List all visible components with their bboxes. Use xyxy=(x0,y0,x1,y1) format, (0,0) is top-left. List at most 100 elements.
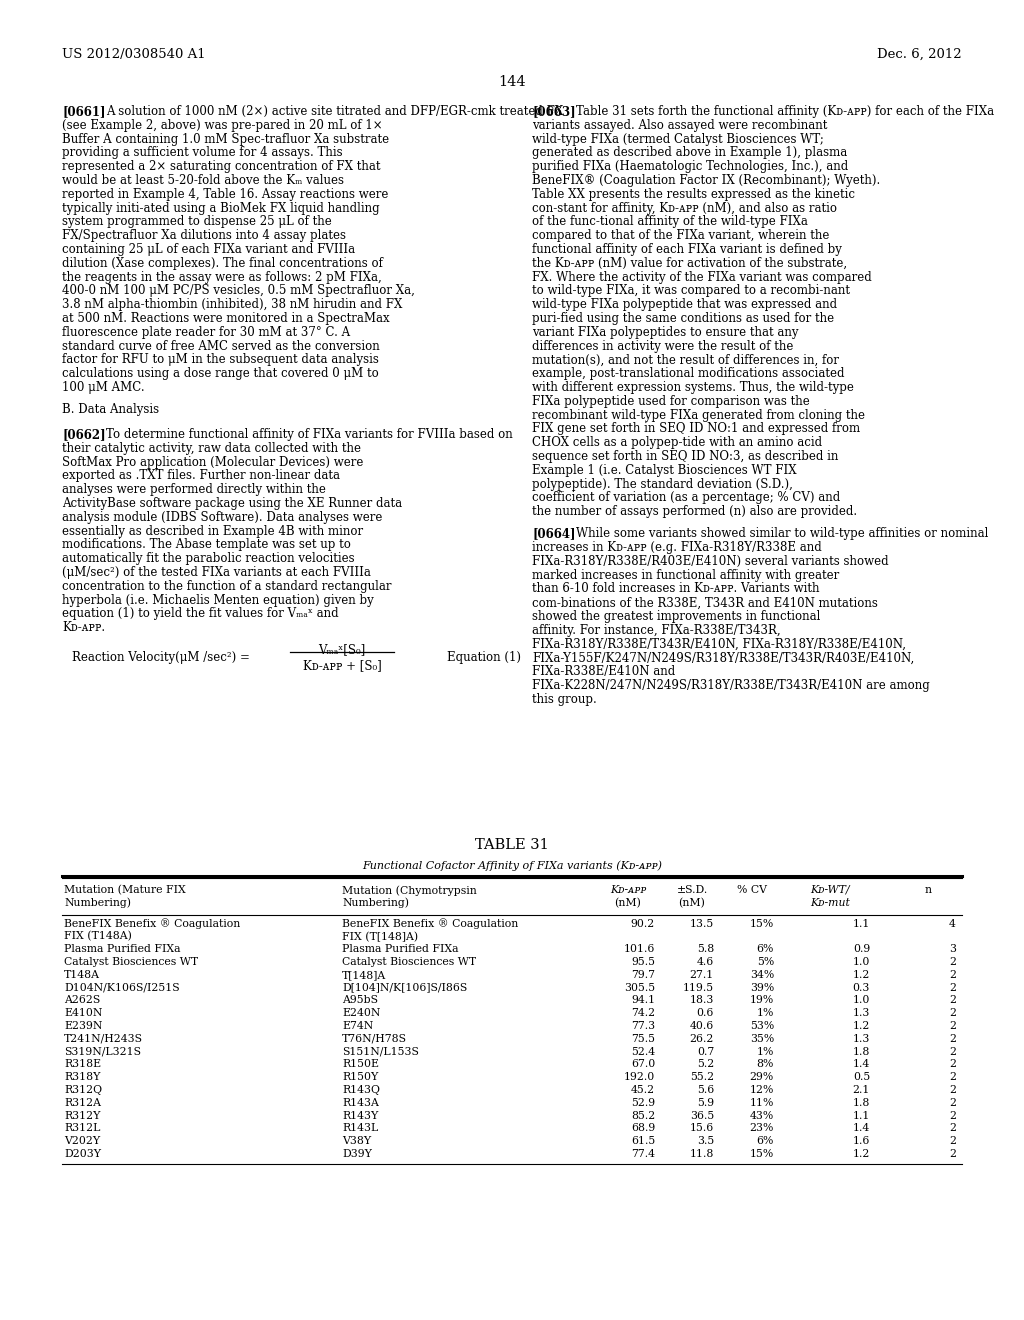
Text: concentration to the function of a standard rectangular: concentration to the function of a stand… xyxy=(62,579,391,593)
Text: TABLE 31: TABLE 31 xyxy=(475,838,549,851)
Text: Kᴅ-ᴀᴘᴘ + [S₀]: Kᴅ-ᴀᴘᴘ + [S₀] xyxy=(303,660,381,672)
Text: 2: 2 xyxy=(949,1072,956,1082)
Text: 1.4: 1.4 xyxy=(853,1123,870,1134)
Text: 52.4: 52.4 xyxy=(631,1047,655,1056)
Text: 144: 144 xyxy=(499,75,525,88)
Text: recombinant wild-type FIXa generated from cloning the: recombinant wild-type FIXa generated fro… xyxy=(532,409,865,421)
Text: 68.9: 68.9 xyxy=(631,1123,655,1134)
Text: 26.2: 26.2 xyxy=(689,1034,714,1044)
Text: 52.9: 52.9 xyxy=(631,1098,655,1107)
Text: 34%: 34% xyxy=(750,970,774,979)
Text: FIXa-R338E/E410N and: FIXa-R338E/E410N and xyxy=(532,665,675,678)
Text: Kᴅ-ᴀᴘᴘ: Kᴅ-ᴀᴘᴘ xyxy=(610,884,646,895)
Text: 2: 2 xyxy=(949,1085,956,1096)
Text: example, post-translational modifications associated: example, post-translational modification… xyxy=(532,367,845,380)
Text: com-binations of the R338E, T343R and E410N mutations: com-binations of the R338E, T343R and E4… xyxy=(532,597,878,610)
Text: 67.0: 67.0 xyxy=(631,1060,655,1069)
Text: 0.5: 0.5 xyxy=(853,1072,870,1082)
Text: FIXa-Y155F/K247N/N249S/R318Y/R338E/T343R/R403E/E410N,: FIXa-Y155F/K247N/N249S/R318Y/R338E/T343R… xyxy=(532,652,914,664)
Text: 1%: 1% xyxy=(757,1047,774,1056)
Text: sequence set forth in SEQ ID NO:3, as described in: sequence set forth in SEQ ID NO:3, as de… xyxy=(532,450,839,463)
Text: exported as .TXT files. Further non-linear data: exported as .TXT files. Further non-line… xyxy=(62,470,340,482)
Text: FIX (T148A): FIX (T148A) xyxy=(63,932,132,941)
Text: A262S: A262S xyxy=(63,995,100,1006)
Text: 6%: 6% xyxy=(757,1137,774,1146)
Text: 27.1: 27.1 xyxy=(690,970,714,979)
Text: 5.2: 5.2 xyxy=(696,1060,714,1069)
Text: 2: 2 xyxy=(949,1034,956,1044)
Text: D104N/K106S/I251S: D104N/K106S/I251S xyxy=(63,982,179,993)
Text: compared to that of the FIXa variant, wherein the: compared to that of the FIXa variant, wh… xyxy=(532,230,829,242)
Text: 400-0 nM 100 μM PC/PS vesicles, 0.5 mM Spectrafluor Xa,: 400-0 nM 100 μM PC/PS vesicles, 0.5 mM S… xyxy=(62,284,415,297)
Text: R312A: R312A xyxy=(63,1098,101,1107)
Text: 43%: 43% xyxy=(750,1110,774,1121)
Text: analyses were performed directly within the: analyses were performed directly within … xyxy=(62,483,326,496)
Text: (nM): (nM) xyxy=(679,898,706,908)
Text: 1.2: 1.2 xyxy=(853,970,870,979)
Text: BeneFIX® (Coagulation Factor IX (Recombinant); Wyeth).: BeneFIX® (Coagulation Factor IX (Recombi… xyxy=(532,174,881,187)
Text: Functional Cofactor Affinity of FIXa variants (Kᴅ-ᴀᴘᴘ): Functional Cofactor Affinity of FIXa var… xyxy=(362,861,662,871)
Text: Numbering): Numbering) xyxy=(342,898,409,908)
Text: Buffer A containing 1.0 mM Spec-trafluor Xa substrate: Buffer A containing 1.0 mM Spec-trafluor… xyxy=(62,132,389,145)
Text: Kᴅ-ᴀᴘᴘ.: Kᴅ-ᴀᴘᴘ. xyxy=(62,622,105,634)
Text: (see Example 2, above) was pre-pared in 20 mL of 1×: (see Example 2, above) was pre-pared in … xyxy=(62,119,383,132)
Text: [0661]: [0661] xyxy=(62,106,105,117)
Text: 3.8 nM alpha-thiombin (inhibited), 38 nM hirudin and FX: 3.8 nM alpha-thiombin (inhibited), 38 nM… xyxy=(62,298,402,312)
Text: 1.8: 1.8 xyxy=(853,1098,870,1107)
Text: 0.7: 0.7 xyxy=(696,1047,714,1056)
Text: [0662]: [0662] xyxy=(62,428,105,441)
Text: 1.8: 1.8 xyxy=(853,1047,870,1056)
Text: Plasma Purified FIXa: Plasma Purified FIXa xyxy=(63,944,180,954)
Text: providing a sufficient volume for 4 assays. This: providing a sufficient volume for 4 assa… xyxy=(62,147,343,160)
Text: equation (1) to yield the fit values for Vₘₐˣ and: equation (1) to yield the fit values for… xyxy=(62,607,339,620)
Text: containing 25 μL of each FIXa variant and FVIIIa: containing 25 μL of each FIXa variant an… xyxy=(62,243,355,256)
Text: T76N/H78S: T76N/H78S xyxy=(342,1034,407,1044)
Text: 5.6: 5.6 xyxy=(696,1085,714,1096)
Text: 1.1: 1.1 xyxy=(853,1110,870,1121)
Text: 2.1: 2.1 xyxy=(853,1085,870,1096)
Text: than 6-10 fold increases in Kᴅ-ᴀᴘᴘ. Variants with: than 6-10 fold increases in Kᴅ-ᴀᴘᴘ. Vari… xyxy=(532,582,819,595)
Text: [0663]: [0663] xyxy=(532,106,575,117)
Text: 19%: 19% xyxy=(750,995,774,1006)
Text: 79.7: 79.7 xyxy=(631,970,655,979)
Text: D203Y: D203Y xyxy=(63,1148,101,1159)
Text: 2: 2 xyxy=(949,1137,956,1146)
Text: wild-type FIXa (termed Catalyst Biosciences WT;: wild-type FIXa (termed Catalyst Bioscien… xyxy=(532,132,824,145)
Text: ActivityBase software package using the XE Runner data: ActivityBase software package using the … xyxy=(62,496,402,510)
Text: E410N: E410N xyxy=(63,1008,102,1018)
Text: 5%: 5% xyxy=(757,957,774,968)
Text: 0.9: 0.9 xyxy=(853,944,870,954)
Text: 61.5: 61.5 xyxy=(631,1137,655,1146)
Text: to wild-type FIXa, it was compared to a recombi-nant: to wild-type FIXa, it was compared to a … xyxy=(532,284,850,297)
Text: 75.5: 75.5 xyxy=(631,1034,655,1044)
Text: Table XX presents the results expressed as the kinetic: Table XX presents the results expressed … xyxy=(532,187,855,201)
Text: wild-type FIXa polypeptide that was expressed and: wild-type FIXa polypeptide that was expr… xyxy=(532,298,838,312)
Text: R318Y: R318Y xyxy=(63,1072,100,1082)
Text: Kᴅ-WT/: Kᴅ-WT/ xyxy=(810,884,850,895)
Text: increases in Kᴅ-ᴀᴘᴘ (e.g. FIXa-R318Y/R338E and: increases in Kᴅ-ᴀᴘᴘ (e.g. FIXa-R318Y/R33… xyxy=(532,541,821,554)
Text: FIXa-R318Y/R338E/T343R/E410N, FIXa-R318Y/R338E/E410N,: FIXa-R318Y/R338E/T343R/E410N, FIXa-R318Y… xyxy=(532,638,906,651)
Text: 3: 3 xyxy=(949,944,956,954)
Text: D[104]N/K[106]S/I86S: D[104]N/K[106]S/I86S xyxy=(342,982,467,993)
Text: 90.2: 90.2 xyxy=(631,919,655,928)
Text: 15.6: 15.6 xyxy=(690,1123,714,1134)
Text: 35%: 35% xyxy=(750,1034,774,1044)
Text: V202Y: V202Y xyxy=(63,1137,100,1146)
Text: 305.5: 305.5 xyxy=(624,982,655,993)
Text: 23%: 23% xyxy=(750,1123,774,1134)
Text: 4: 4 xyxy=(949,919,956,928)
Text: their catalytic activity, raw data collected with the: their catalytic activity, raw data colle… xyxy=(62,442,361,454)
Text: 2: 2 xyxy=(949,1098,956,1107)
Text: 1.2: 1.2 xyxy=(853,1148,870,1159)
Text: 85.2: 85.2 xyxy=(631,1110,655,1121)
Text: reported in Example 4, Table 16. Assay reactions were: reported in Example 4, Table 16. Assay r… xyxy=(62,187,388,201)
Text: 2: 2 xyxy=(949,1123,956,1134)
Text: 2: 2 xyxy=(949,970,956,979)
Text: T[148]A: T[148]A xyxy=(342,970,386,979)
Text: 0.3: 0.3 xyxy=(853,982,870,993)
Text: automatically fit the parabolic reaction velocities: automatically fit the parabolic reaction… xyxy=(62,552,354,565)
Text: R143A: R143A xyxy=(342,1098,379,1107)
Text: 15%: 15% xyxy=(750,1148,774,1159)
Text: Kᴅ-mut: Kᴅ-mut xyxy=(810,898,850,908)
Text: FX. Where the activity of the FIXa variant was compared: FX. Where the activity of the FIXa varia… xyxy=(532,271,871,284)
